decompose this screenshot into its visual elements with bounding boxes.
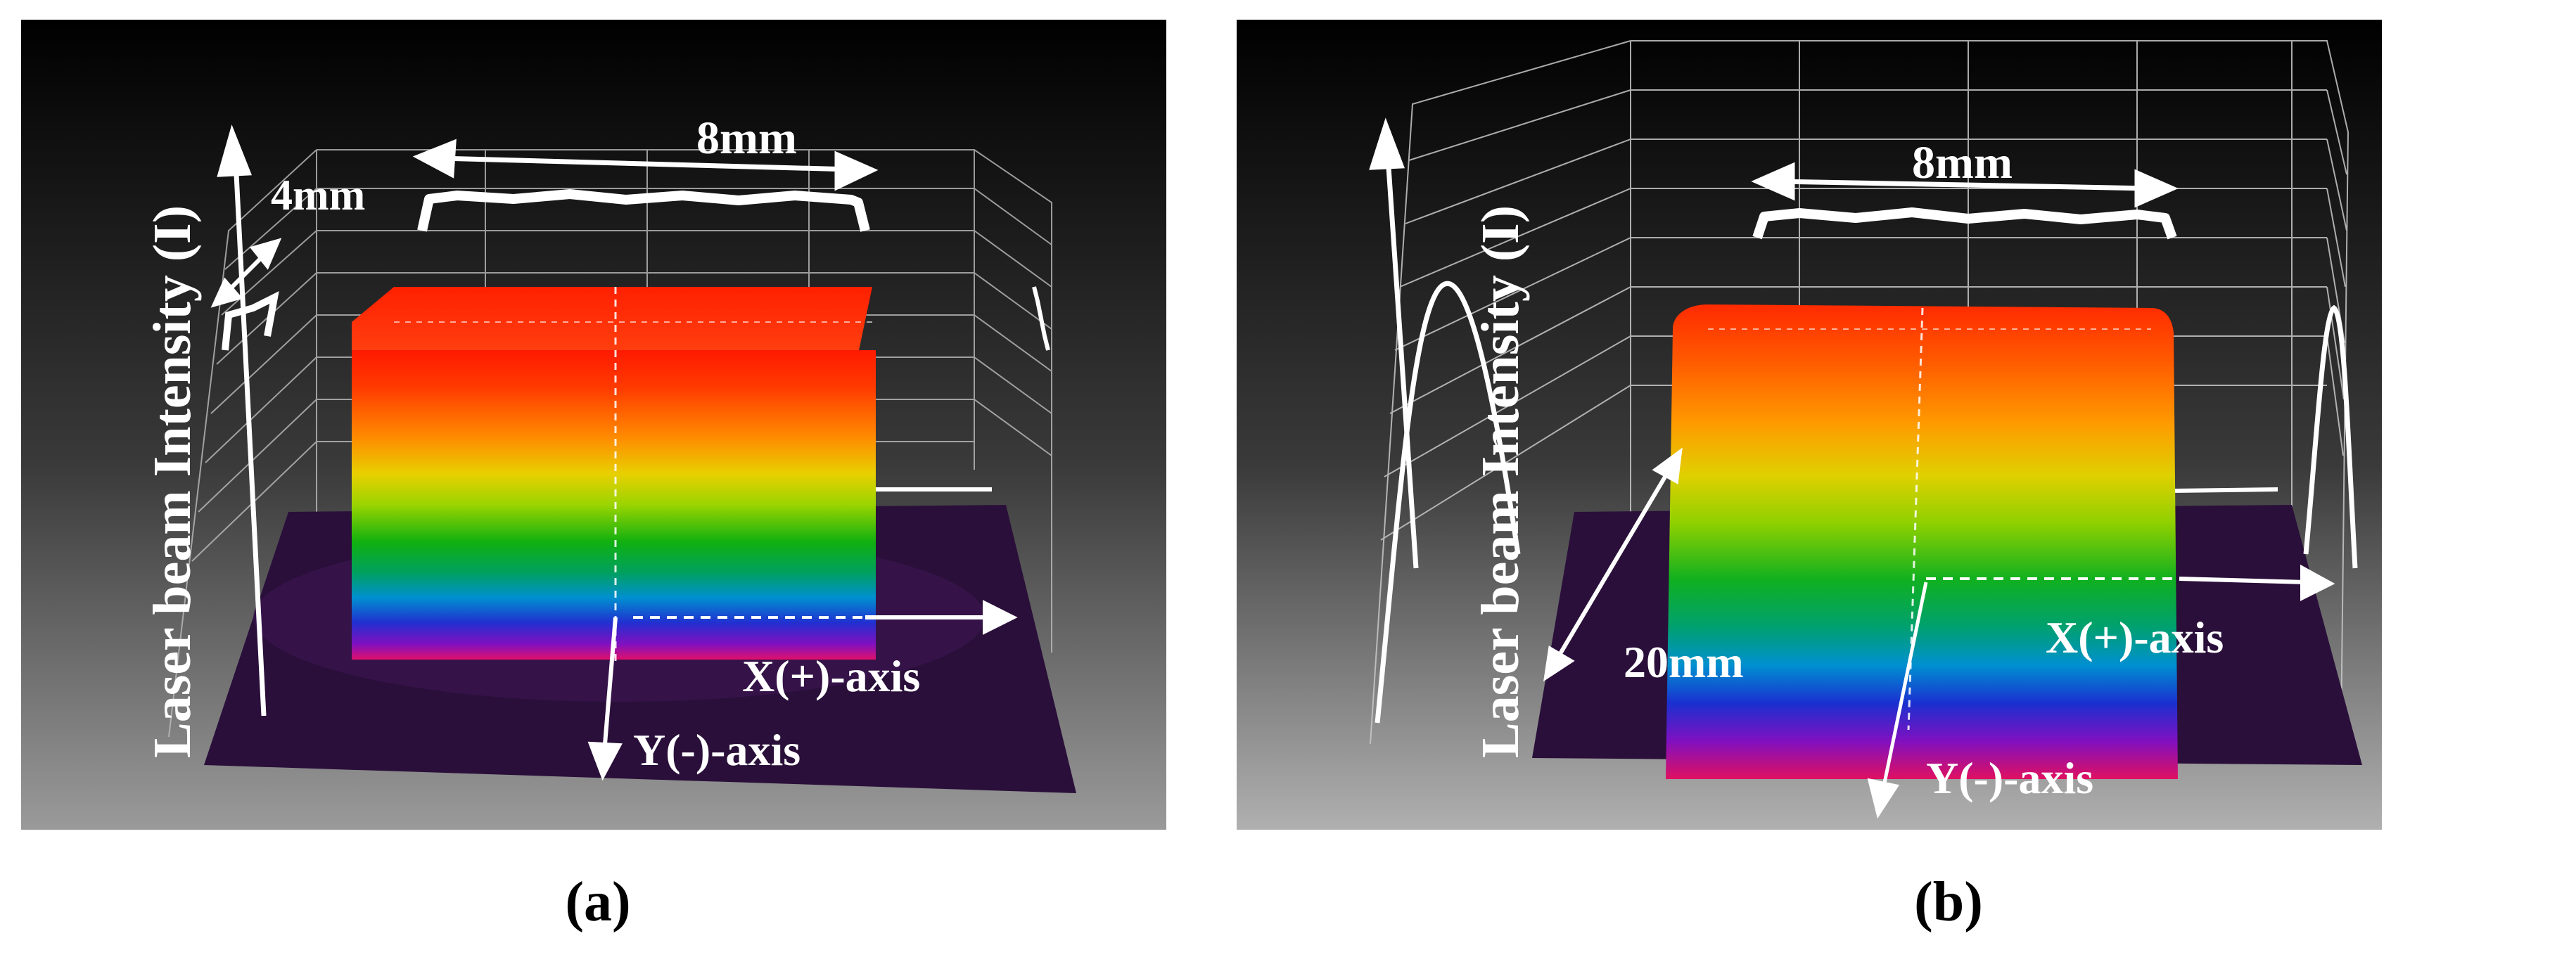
y-profile-projection-left [222, 291, 279, 351]
width-8mm-arrow [412, 139, 879, 191]
intensity-axis-arrow [1369, 117, 1419, 569]
x-profile-projection [1752, 207, 2177, 240]
y-neg-axis-label: Y(-)-axis [1926, 753, 2093, 803]
beam-profile-3d-plot-a: Laser beam Intensity (I) 8mm 4mm X(+)-ax… [21, 20, 1166, 830]
intensity-axis-arrow [217, 124, 267, 717]
depth-annotation: 4mm [271, 172, 365, 219]
width-8mm-arrow [1751, 162, 2179, 208]
y-profile-projection-left [1375, 281, 1521, 724]
beam-profile-panel-b: Laser beam Intensity (I) 8mm 20mm X(+)-a… [1237, 20, 2382, 830]
panel-label-b: (b) [1914, 871, 1983, 933]
y-profile-projection-right [1032, 286, 1050, 351]
intensity-axis-label: Laser beam Intensity (I) [143, 205, 202, 758]
width-annotation: 8mm [696, 113, 797, 164]
y-profile-projection-right [2303, 304, 2358, 569]
panel-label-a: (a) [565, 871, 631, 933]
beam-profile-panel-a: Laser beam Intensity (I) 8mm 4mm X(+)-ax… [21, 20, 1166, 830]
y-neg-axis-arrow [587, 617, 623, 781]
baseline-projection [2172, 487, 2278, 493]
x-profile-projection [417, 189, 870, 232]
beam-body [1666, 304, 2178, 779]
x-axis-arrow [2179, 564, 2335, 601]
beam-top-surface [352, 287, 872, 354]
intensity-axis-label: Laser beam Intensity (I) [1471, 205, 1530, 758]
x-axis-arrow [865, 600, 1018, 635]
x-axis-label: X(+)-axis [2046, 612, 2224, 662]
depth-annotation: 20mm [1624, 637, 1744, 687]
y-neg-axis-label: Y(-)-axis [633, 725, 801, 775]
beam-front-surface [352, 350, 876, 660]
depth-20mm-arrow [1543, 447, 1683, 682]
width-annotation: 8mm [1912, 137, 2013, 188]
y-neg-axis-arrow [1867, 582, 1928, 819]
x-axis-label: X(+)-axis [742, 651, 920, 701]
depth-4mm-arrow [210, 238, 282, 308]
beam-profile-3d-plot-b: Laser beam Intensity (I) 8mm 20mm X(+)-a… [1237, 20, 2382, 830]
